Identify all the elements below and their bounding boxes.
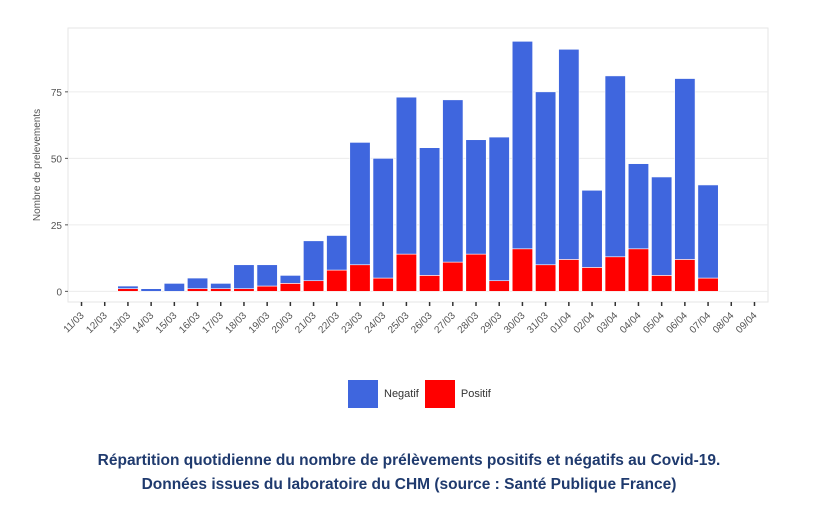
bar-positif xyxy=(511,248,533,292)
bar-positif xyxy=(419,275,441,292)
x-tick-label: 02/04 xyxy=(572,310,598,336)
bar-negatif xyxy=(395,96,417,255)
bar-negatif xyxy=(372,158,394,279)
bar-negatif xyxy=(279,275,301,284)
x-tick-label: 04/04 xyxy=(618,310,644,336)
x-tick-label: 01/04 xyxy=(548,310,574,336)
bar-negatif xyxy=(326,235,348,271)
caption-line-2: Données issues du laboratoire du CHM (so… xyxy=(141,476,677,493)
bar-negatif xyxy=(535,91,557,266)
bar-positif xyxy=(488,280,510,292)
bar-negatif xyxy=(465,139,487,255)
x-tick-label: 07/04 xyxy=(688,310,714,336)
y-tick-label: 50 xyxy=(51,154,63,165)
x-tick-label: 22/03 xyxy=(316,310,342,336)
bar-negatif xyxy=(581,189,603,268)
x-tick-label: 21/03 xyxy=(293,310,319,336)
bar-negatif xyxy=(558,48,580,260)
x-tick-label: 06/04 xyxy=(665,310,691,336)
x-tick-label: 14/03 xyxy=(131,310,157,336)
bar-negatif xyxy=(511,41,533,250)
bar-positif xyxy=(442,261,464,292)
legend: Negatif Positif xyxy=(348,380,497,408)
x-tick-label: 28/03 xyxy=(456,310,482,336)
x-tick-label: 23/03 xyxy=(340,310,366,336)
legend-swatch-positif xyxy=(424,380,455,408)
bar-positif xyxy=(187,288,209,292)
legend-swatch-negatif xyxy=(348,380,378,408)
y-tick-label: 0 xyxy=(56,287,62,298)
x-tick-label: 08/04 xyxy=(711,310,737,336)
bar-negatif xyxy=(651,176,673,276)
bar-positif xyxy=(326,269,348,292)
bar-negatif xyxy=(303,240,325,282)
bar-positif xyxy=(349,264,371,292)
bar-negatif xyxy=(419,147,441,276)
x-tick-label: 25/03 xyxy=(386,310,412,336)
bar-positif xyxy=(465,253,487,292)
x-tick-label: 11/03 xyxy=(62,310,87,335)
x-tick-label: 15/03 xyxy=(154,310,180,336)
bar-negatif xyxy=(674,78,696,260)
bar-positif xyxy=(581,267,603,292)
bar-negatif xyxy=(117,285,139,289)
bar-positif xyxy=(627,248,649,292)
bar-negatif xyxy=(442,99,464,263)
x-tick-label: 03/04 xyxy=(595,310,621,336)
bar-positif xyxy=(279,283,301,292)
bar-positif xyxy=(651,275,673,292)
y-tick-label: 25 xyxy=(51,221,63,232)
y-axis-label: Nombre de prelevements xyxy=(32,109,43,221)
x-tick-label: 19/03 xyxy=(247,310,273,336)
legend-item-positif: Positif xyxy=(424,380,491,408)
bar-positif xyxy=(395,253,417,292)
bar-positif xyxy=(372,277,394,292)
bar-negatif xyxy=(697,184,719,279)
legend-item-negatif: Negatif xyxy=(348,380,419,408)
bar-positif xyxy=(210,288,232,292)
x-tick-label: 09/04 xyxy=(734,310,760,336)
x-tick-label: 27/03 xyxy=(432,310,458,336)
bar-positif xyxy=(604,256,626,292)
bar-negatif xyxy=(604,75,626,258)
bar-negatif xyxy=(163,283,185,292)
x-tick-label: 30/03 xyxy=(502,310,528,336)
legend-label-positif: Positif xyxy=(460,388,491,400)
x-tick-label: 26/03 xyxy=(409,310,435,336)
bar-negatif xyxy=(140,288,162,292)
bar-positif xyxy=(303,280,325,292)
x-tick-label: 24/03 xyxy=(363,310,389,336)
x-tick-label: 05/04 xyxy=(641,310,667,336)
bar-positif xyxy=(256,285,278,292)
caption-line-1: Répartition quotidienne du nombre de pré… xyxy=(97,452,721,469)
bar-negatif xyxy=(187,277,209,289)
bar-positif xyxy=(233,288,255,292)
bar-negatif xyxy=(488,136,510,282)
bar-positif xyxy=(535,264,557,292)
bar-negatif xyxy=(210,283,232,289)
x-tick-label: 31/03 xyxy=(525,310,551,336)
bar-negatif xyxy=(627,163,649,250)
legend-label-negatif: Negatif xyxy=(384,388,419,400)
y-tick-label: 75 xyxy=(51,88,63,99)
x-tick-label: 18/03 xyxy=(224,310,250,336)
bar-negatif xyxy=(256,264,278,287)
bar-positif xyxy=(697,277,719,292)
bar-positif xyxy=(674,259,696,292)
x-tick-label: 29/03 xyxy=(479,310,505,336)
x-tick-label: 16/03 xyxy=(177,310,203,336)
bar-negatif xyxy=(233,264,255,289)
x-tick-label: 17/03 xyxy=(200,310,226,336)
x-tick-label: 12/03 xyxy=(84,310,110,336)
bar-negatif xyxy=(349,142,371,266)
bar-positif xyxy=(558,259,580,292)
x-tick-label: 20/03 xyxy=(270,310,296,336)
x-tick-label: 13/03 xyxy=(108,310,134,336)
bar-positif xyxy=(117,288,139,292)
